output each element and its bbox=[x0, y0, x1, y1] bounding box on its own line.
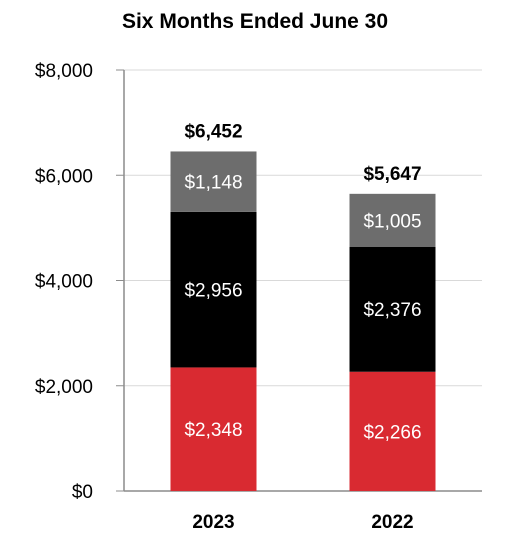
segment-value-label: $2,348 bbox=[184, 420, 242, 441]
y-tick-label: $4,000 bbox=[35, 272, 93, 293]
y-tick-label: $0 bbox=[72, 482, 93, 503]
bar-segment bbox=[349, 193, 436, 247]
chart-title: Six Months Ended June 30 bbox=[122, 10, 388, 33]
y-tick-label: $6,000 bbox=[35, 166, 93, 187]
segment-value-label: $1,148 bbox=[184, 173, 242, 194]
bar-total-label: $6,452 bbox=[184, 121, 242, 142]
segment-value-label: $2,376 bbox=[363, 300, 421, 321]
bars bbox=[170, 151, 436, 491]
y-tick-label: $2,000 bbox=[35, 377, 93, 398]
bar-segment bbox=[349, 371, 436, 491]
bar-segment bbox=[170, 151, 257, 212]
segment-value-label: $1,005 bbox=[363, 211, 421, 232]
segment-value-label: $2,956 bbox=[184, 281, 242, 302]
y-tick-label: $8,000 bbox=[35, 61, 93, 82]
labels: $2,348 $2,956 $1,148 $6,452 2023 $2,266 $2,376… bbox=[184, 121, 421, 533]
bar-segment bbox=[170, 367, 257, 491]
bar-segment bbox=[349, 246, 436, 372]
y-axis: $0 $2,000 $4,000 $6,000 $8,000 bbox=[35, 61, 482, 503]
segment-value-label: $2,266 bbox=[363, 422, 421, 443]
bar-segment bbox=[170, 211, 257, 368]
x-tick-label: 2022 bbox=[371, 512, 413, 533]
x-tick-label: 2023 bbox=[192, 512, 234, 533]
bar-total-label: $5,647 bbox=[363, 164, 421, 185]
